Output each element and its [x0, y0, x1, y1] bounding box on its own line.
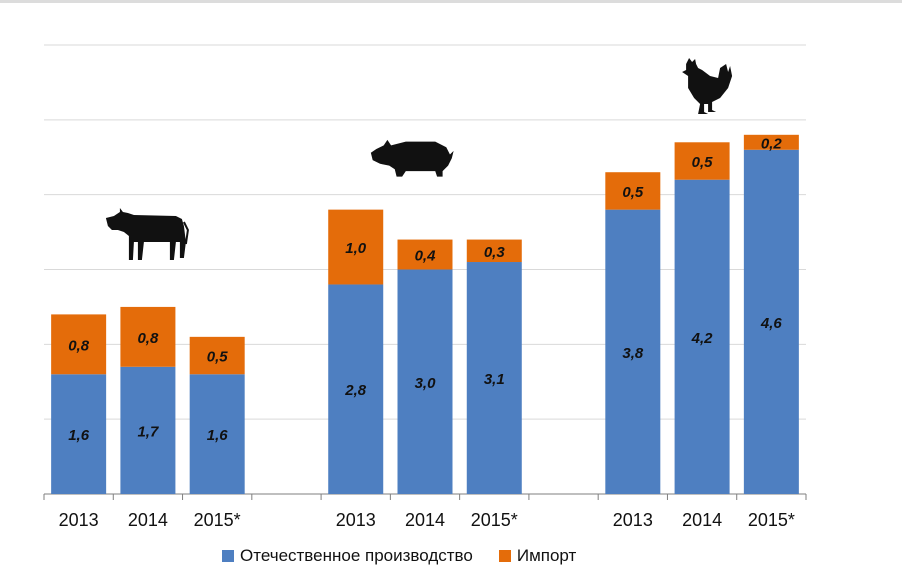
data-label-domestic: 4,6: [760, 315, 783, 332]
bar-domestic: [674, 179, 730, 494]
bar-domestic: [328, 284, 384, 494]
data-label-import: 0,8: [137, 330, 159, 347]
data-label-domestic: 3,1: [484, 371, 505, 388]
data-label-import: 0,5: [207, 349, 229, 366]
legend: Отечественное производство Импорт: [222, 545, 602, 567]
bar-import: [466, 239, 522, 263]
legend-item-domestic: Отечественное производство: [222, 546, 473, 566]
x-tick-label: 2015*: [471, 510, 518, 530]
bar-import: [120, 306, 176, 367]
x-tick-label: 2013: [336, 510, 376, 530]
bar-import: [743, 134, 799, 150]
x-tick-label: 2014: [128, 510, 168, 530]
data-label-domestic: 1,7: [137, 423, 159, 440]
bar-domestic: [397, 269, 453, 494]
cow-icon: [104, 207, 189, 261]
x-tick-label: 2013: [613, 510, 653, 530]
bar-import: [397, 239, 453, 270]
chicken-icon: [682, 58, 733, 114]
x-tick-label: 2015*: [194, 510, 241, 530]
data-label-import: 1,0: [345, 240, 367, 257]
top-divider: [0, 0, 902, 3]
legend-swatch-import: [498, 550, 511, 562]
bar-import: [189, 336, 245, 375]
data-label-import: 0,4: [415, 248, 437, 265]
bar-import: [674, 142, 730, 180]
data-label-domestic: 3,8: [622, 345, 644, 362]
x-tick-label: 2014: [405, 510, 445, 530]
pig-icon: [370, 139, 454, 177]
bar-domestic: [466, 262, 522, 494]
data-label-import: 0,5: [692, 154, 714, 171]
data-label-domestic: 3,0: [415, 375, 437, 392]
bar-domestic: [120, 366, 176, 494]
legend-label-import: Импорт: [516, 546, 577, 565]
data-label-import: 0,2: [761, 135, 783, 152]
x-tick-label: 2013: [59, 510, 99, 530]
legend-label-domestic: Отечественное производство: [240, 546, 473, 565]
legend-item-import: Импорт: [498, 546, 577, 566]
data-label-domestic: 1,6: [207, 427, 229, 444]
data-label-domestic: 1,6: [68, 427, 90, 444]
bar-domestic: [605, 209, 661, 494]
bar-import: [51, 314, 107, 375]
bar-domestic: [51, 374, 107, 494]
bar-domestic: [189, 374, 245, 494]
x-tick-label: 2015*: [748, 510, 795, 530]
bar-domestic: [743, 149, 799, 494]
data-label-import: 0,5: [622, 184, 644, 201]
data-label-import: 0,8: [68, 337, 90, 354]
bar-import: [328, 209, 384, 285]
data-label-import: 0,3: [484, 244, 506, 261]
data-label-domestic: 2,8: [344, 382, 367, 399]
bar-import: [605, 172, 661, 210]
data-label-domestic: 4,2: [691, 330, 714, 347]
stacked-bar-chart: 1,6 0,8 2013 1,7 0,8 2014 1,6 0,5 2015* 2,8 1,0 201…: [43, 44, 807, 530]
x-tick-label: 2014: [682, 510, 722, 530]
legend-swatch-domestic: [222, 550, 234, 562]
